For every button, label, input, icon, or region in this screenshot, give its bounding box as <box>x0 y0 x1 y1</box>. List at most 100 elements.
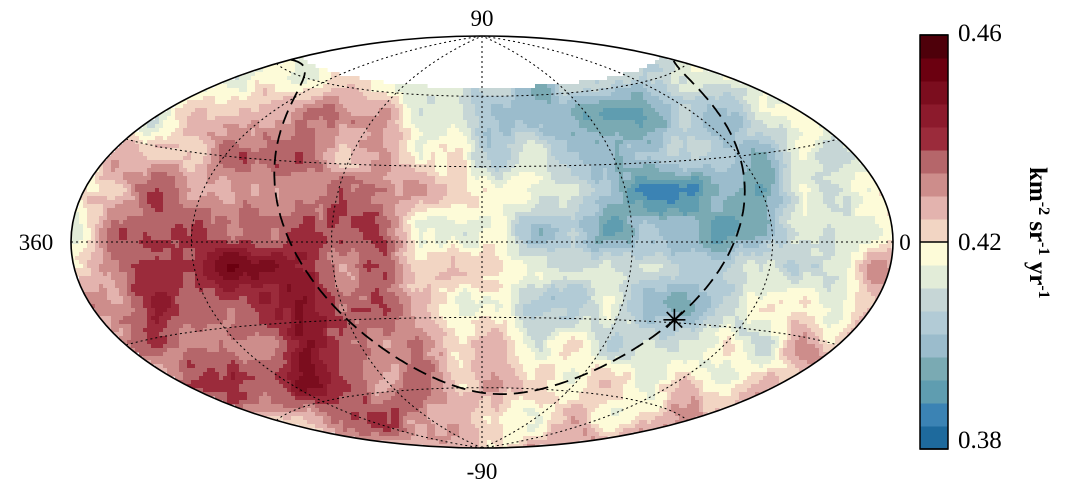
sky-map-cell <box>163 124 168 129</box>
sky-map-cell <box>347 124 352 129</box>
sky-map-cell <box>303 116 308 121</box>
sky-map-cell <box>227 188 232 193</box>
sky-map-cell <box>407 128 412 133</box>
sky-map-cell <box>599 152 604 157</box>
sky-map-cell <box>559 128 564 133</box>
sky-map-cell <box>523 100 528 105</box>
sky-map-cell <box>295 156 300 161</box>
sky-map-cell <box>611 128 616 133</box>
sky-map-cell <box>299 88 304 93</box>
sky-map-cell <box>275 68 280 73</box>
sky-map-cell <box>643 112 648 117</box>
sky-map-cell <box>679 172 684 177</box>
sky-map-cell <box>671 188 676 193</box>
sky-map-cell <box>791 152 796 157</box>
sky-map-cell <box>259 172 264 177</box>
sky-map-cell <box>291 60 296 65</box>
sky-map-cell <box>419 184 424 189</box>
sky-map-cell <box>295 96 300 101</box>
sky-map-cell <box>795 120 800 125</box>
sky-map-cell <box>655 184 660 189</box>
sky-map-cell <box>823 144 828 149</box>
sky-map-cell <box>255 176 260 181</box>
sky-map-cell <box>547 112 552 117</box>
sky-map-cell <box>447 92 452 97</box>
sky-map-cell <box>251 176 256 181</box>
sky-map-cell <box>451 128 456 133</box>
sky-map-cell <box>443 96 448 101</box>
sky-map-cell <box>575 144 580 149</box>
sky-map-cell <box>615 140 620 145</box>
sky-map-cell <box>603 120 608 125</box>
sky-map-cell <box>335 84 340 89</box>
sky-map-cell <box>695 188 700 193</box>
sky-map-cell <box>419 108 424 113</box>
sky-map-cell <box>547 108 552 113</box>
sky-map-cell <box>279 192 284 197</box>
sky-map-cell <box>575 156 580 161</box>
sky-map-cell <box>747 92 752 97</box>
sky-map-cell <box>675 168 680 173</box>
sky-map-cell <box>707 108 712 113</box>
sky-map-cell <box>615 92 620 97</box>
sky-map-cell <box>739 108 744 113</box>
sky-map-cell <box>163 160 168 165</box>
sky-map-cell <box>311 160 316 165</box>
sky-map-cell <box>815 144 820 149</box>
sky-map-cell <box>627 148 632 153</box>
sky-map-cell <box>135 144 140 149</box>
sky-map-cell <box>815 152 820 157</box>
sky-map-cell <box>619 180 624 185</box>
sky-map-cell <box>623 156 628 161</box>
sky-map-cell <box>219 148 224 153</box>
sky-map-cell <box>439 160 444 165</box>
sky-map-cell <box>211 188 216 193</box>
sky-map-cell <box>655 156 660 161</box>
sky-map-cell <box>535 180 540 185</box>
sky-map-cell <box>171 160 176 165</box>
sky-map-cell <box>235 112 240 117</box>
sky-map-cell <box>715 140 720 145</box>
sky-map-cell <box>251 104 256 109</box>
sky-map-cell <box>151 148 156 153</box>
sky-map-cell <box>379 152 384 157</box>
sky-map-cell <box>147 188 152 193</box>
sky-map-cell <box>771 128 776 133</box>
sky-map-cell <box>239 108 244 113</box>
sky-map-cell <box>119 172 124 177</box>
sky-map-cell <box>539 176 544 181</box>
sky-map-cell <box>271 128 276 133</box>
sky-map-cell <box>307 128 312 133</box>
sky-map-cell <box>191 108 196 113</box>
sky-map-cell <box>279 176 284 181</box>
sky-map-cell <box>623 104 628 109</box>
sky-map-cell <box>331 184 336 189</box>
sky-map-cell <box>271 184 276 189</box>
sky-map-cell <box>667 184 672 189</box>
sky-map-cell <box>575 132 580 137</box>
sky-map-cell <box>255 184 260 189</box>
sky-map-cell <box>267 160 272 165</box>
sky-map-cell <box>411 120 416 125</box>
sky-map-cell <box>647 120 652 125</box>
sky-map-cell <box>235 156 240 161</box>
sky-map-cell <box>659 168 664 173</box>
sky-map-cell <box>595 176 600 181</box>
sky-map-cell <box>607 80 612 85</box>
sky-map-cell <box>187 144 192 149</box>
sky-map-cell <box>227 100 232 105</box>
sky-map-cell <box>119 192 124 197</box>
sky-map-cell <box>607 180 612 185</box>
sky-map-cell <box>683 152 688 157</box>
sky-map-cell <box>215 148 220 153</box>
sky-map-cell <box>615 180 620 185</box>
sky-map-cell <box>395 96 400 101</box>
sky-map-cell <box>551 120 556 125</box>
sky-map-cell <box>315 180 320 185</box>
sky-map-cell <box>111 172 116 177</box>
sky-map-cell <box>231 192 236 197</box>
sky-map-cell <box>851 176 856 181</box>
sky-map-cell <box>159 188 164 193</box>
sky-map-cell <box>751 88 756 93</box>
sky-map-cell <box>371 112 376 117</box>
